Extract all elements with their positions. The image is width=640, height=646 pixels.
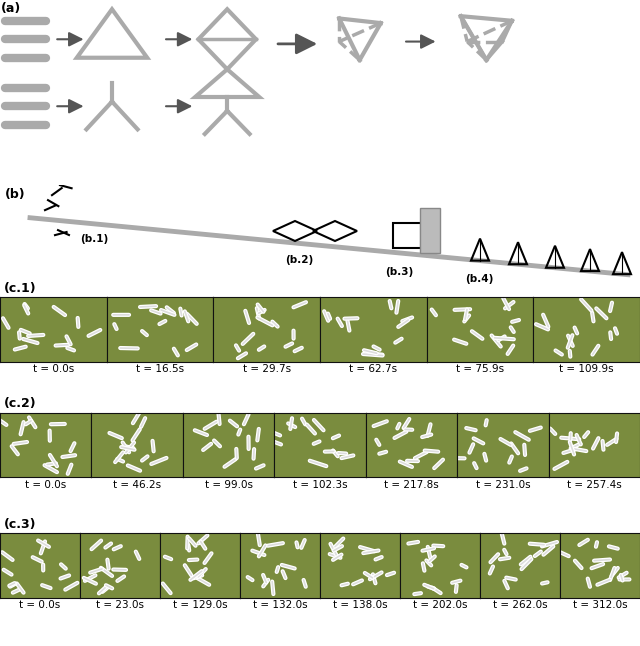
- Text: t = 0.0s: t = 0.0s: [19, 600, 61, 610]
- Text: t = 23.0s: t = 23.0s: [96, 600, 144, 610]
- Text: t = 0.0s: t = 0.0s: [25, 480, 67, 490]
- Text: t = 29.7s: t = 29.7s: [243, 364, 291, 374]
- Text: (b.4): (b.4): [465, 274, 493, 284]
- Text: t = 138.0s: t = 138.0s: [333, 600, 387, 610]
- Text: (b.1): (b.1): [80, 234, 108, 244]
- Text: t = 262.0s: t = 262.0s: [493, 600, 547, 610]
- Text: (b.3): (b.3): [385, 267, 413, 276]
- Text: t = 0.0s: t = 0.0s: [33, 364, 74, 374]
- Text: t = 132.0s: t = 132.0s: [253, 600, 307, 610]
- Text: (c.1): (c.1): [4, 282, 36, 295]
- Text: t = 231.0s: t = 231.0s: [476, 480, 530, 490]
- Text: t = 202.0s: t = 202.0s: [413, 600, 467, 610]
- Text: t = 257.4s: t = 257.4s: [567, 480, 621, 490]
- Text: t = 75.9s: t = 75.9s: [456, 364, 504, 374]
- Text: t = 102.3s: t = 102.3s: [292, 480, 348, 490]
- Text: t = 16.5s: t = 16.5s: [136, 364, 184, 374]
- Text: t = 312.0s: t = 312.0s: [573, 600, 627, 610]
- Text: (b): (b): [5, 188, 26, 201]
- Text: (c.2): (c.2): [4, 397, 36, 410]
- Polygon shape: [420, 208, 440, 253]
- Text: t = 62.7s: t = 62.7s: [349, 364, 397, 374]
- Text: t = 109.9s: t = 109.9s: [559, 364, 614, 374]
- Text: (c.3): (c.3): [4, 517, 36, 530]
- Text: t = 46.2s: t = 46.2s: [113, 480, 161, 490]
- Text: t = 99.0s: t = 99.0s: [205, 480, 253, 490]
- Text: (a): (a): [1, 3, 21, 16]
- Text: (b.2): (b.2): [285, 255, 313, 264]
- Text: t = 129.0s: t = 129.0s: [173, 600, 227, 610]
- Text: t = 217.8s: t = 217.8s: [384, 480, 439, 490]
